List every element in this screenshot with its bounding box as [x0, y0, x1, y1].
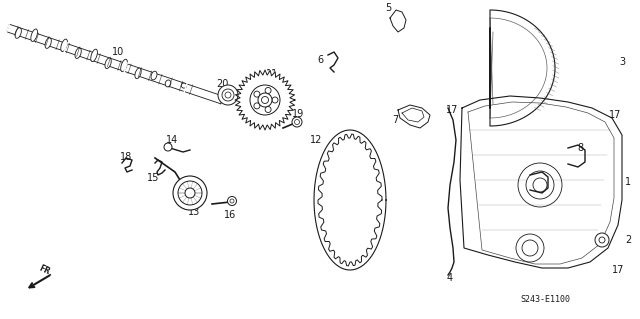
- Text: FR.: FR.: [38, 264, 54, 278]
- Ellipse shape: [15, 28, 21, 38]
- Circle shape: [265, 87, 271, 93]
- Text: 8: 8: [577, 143, 583, 153]
- Circle shape: [294, 120, 300, 124]
- Ellipse shape: [61, 39, 67, 52]
- Ellipse shape: [181, 83, 187, 88]
- Text: 5: 5: [385, 3, 391, 13]
- Circle shape: [265, 107, 271, 113]
- Circle shape: [222, 89, 234, 101]
- Circle shape: [230, 199, 234, 203]
- Ellipse shape: [45, 38, 51, 48]
- Text: 6: 6: [317, 55, 323, 65]
- Text: 2: 2: [625, 235, 631, 245]
- Circle shape: [595, 233, 609, 247]
- Circle shape: [178, 181, 202, 205]
- Text: 17: 17: [609, 110, 621, 120]
- Text: 3: 3: [619, 57, 625, 67]
- Circle shape: [526, 171, 554, 199]
- Ellipse shape: [165, 80, 171, 87]
- Ellipse shape: [75, 48, 81, 58]
- Ellipse shape: [105, 58, 111, 69]
- Text: 4: 4: [447, 273, 453, 283]
- Polygon shape: [235, 70, 295, 130]
- Polygon shape: [460, 96, 622, 268]
- Circle shape: [185, 188, 195, 198]
- Polygon shape: [7, 24, 223, 104]
- Circle shape: [522, 240, 538, 256]
- Text: 13: 13: [188, 207, 200, 217]
- Ellipse shape: [135, 68, 141, 78]
- Circle shape: [262, 97, 269, 103]
- Polygon shape: [490, 10, 555, 126]
- Polygon shape: [64, 42, 68, 53]
- Text: 7: 7: [392, 115, 398, 125]
- Circle shape: [292, 117, 302, 127]
- Text: 14: 14: [166, 135, 178, 145]
- Text: 1: 1: [625, 177, 631, 187]
- Text: 11: 11: [266, 69, 278, 79]
- Text: 9: 9: [542, 167, 548, 177]
- Text: 17: 17: [612, 265, 624, 275]
- Polygon shape: [184, 83, 188, 93]
- Text: 17: 17: [446, 105, 458, 115]
- Circle shape: [164, 143, 172, 151]
- Polygon shape: [318, 134, 382, 266]
- Polygon shape: [6, 23, 10, 33]
- Circle shape: [173, 176, 207, 210]
- Circle shape: [272, 97, 278, 103]
- Circle shape: [516, 234, 544, 262]
- Text: 19: 19: [292, 109, 304, 119]
- Polygon shape: [398, 105, 430, 128]
- Text: 16: 16: [224, 210, 236, 220]
- Polygon shape: [124, 63, 127, 73]
- Circle shape: [254, 103, 260, 109]
- Polygon shape: [390, 10, 406, 32]
- Ellipse shape: [91, 49, 97, 62]
- Text: 20: 20: [216, 79, 228, 89]
- Text: 18: 18: [120, 152, 132, 162]
- Circle shape: [227, 197, 237, 205]
- Circle shape: [254, 91, 260, 97]
- Circle shape: [250, 85, 280, 115]
- Circle shape: [599, 237, 605, 243]
- Polygon shape: [314, 130, 386, 270]
- Circle shape: [518, 163, 562, 207]
- Text: 10: 10: [112, 47, 124, 57]
- Circle shape: [258, 93, 272, 107]
- Ellipse shape: [31, 29, 38, 41]
- Circle shape: [533, 178, 547, 192]
- Circle shape: [225, 92, 231, 98]
- Circle shape: [218, 85, 238, 105]
- Text: 15: 15: [147, 173, 159, 183]
- Text: S243-E1100: S243-E1100: [520, 295, 570, 305]
- Ellipse shape: [151, 71, 157, 80]
- Text: 12: 12: [310, 135, 322, 145]
- Ellipse shape: [121, 59, 127, 72]
